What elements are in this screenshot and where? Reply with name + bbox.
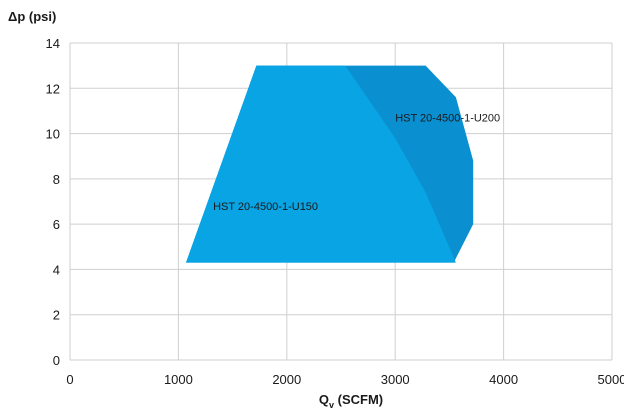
x-tick-label: 0 bbox=[66, 372, 73, 387]
x-tick-label: 4000 bbox=[489, 372, 518, 387]
x-axis-title-main: Q bbox=[319, 392, 329, 407]
y-tick-label: 6 bbox=[53, 217, 60, 232]
region-label: HST 20-4500-1-U150 bbox=[213, 201, 318, 213]
x-tick-label: 5000 bbox=[598, 372, 624, 387]
y-tick-label: 0 bbox=[53, 353, 60, 368]
x-axis-title-unit: (SCFM) bbox=[334, 392, 383, 407]
y-tick-label: 4 bbox=[53, 262, 60, 277]
y-tick-label: 14 bbox=[46, 36, 60, 51]
region-label: HST 20-4500-1-U200 bbox=[395, 113, 500, 125]
x-tick-label: 2000 bbox=[272, 372, 301, 387]
x-axis-title: Qv (SCFM) bbox=[319, 392, 383, 410]
y-tick-label: 2 bbox=[53, 308, 60, 323]
y-tick-label: 12 bbox=[46, 81, 60, 96]
x-tick-label: 3000 bbox=[381, 372, 410, 387]
x-tick-label: 1000 bbox=[164, 372, 193, 387]
y-axis-title: Δp (psi) bbox=[8, 9, 56, 24]
y-tick-label: 8 bbox=[53, 172, 60, 187]
y-tick-label: 10 bbox=[46, 127, 60, 142]
